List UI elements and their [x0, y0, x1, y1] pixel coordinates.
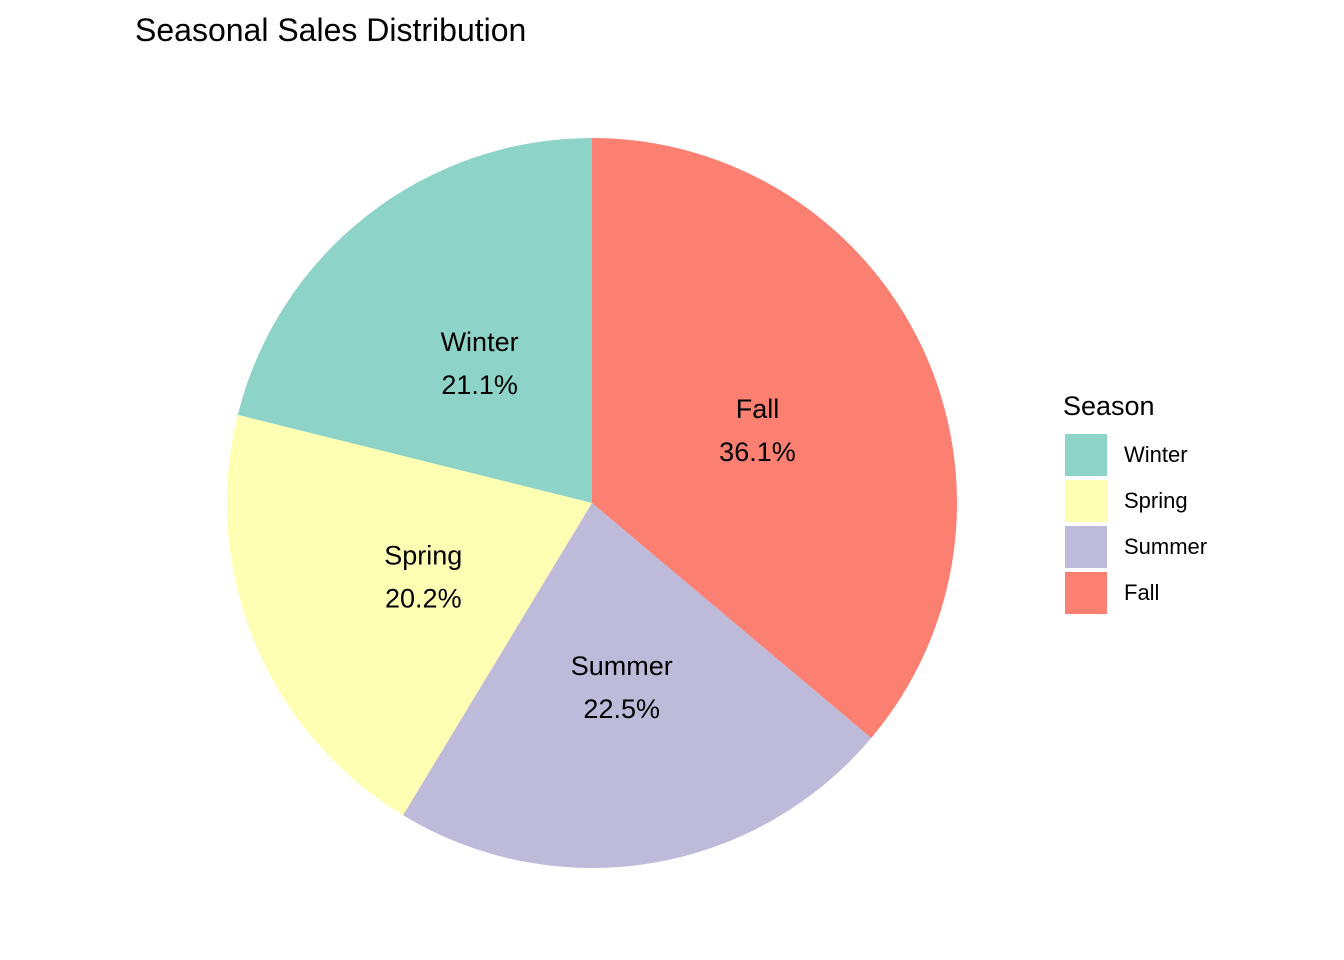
chart-title: Seasonal Sales Distribution [135, 12, 527, 48]
pie-slice-summer [403, 503, 872, 868]
pie-slice-fall [592, 138, 957, 739]
pie-labels: Winter 21.1% Spring 20.2% Summer 22.5% Fall 36.… [384, 327, 795, 724]
legend-swatch-winter [1065, 434, 1107, 476]
slice-percent-fall: 36.1% [719, 437, 796, 467]
legend-items: Winter Spring Summer Fall [1063, 432, 1207, 616]
pie-slice-spring [227, 414, 593, 816]
legend-title: Season [1063, 391, 1155, 421]
slice-label-summer: Summer [571, 651, 673, 681]
legend-item-spring: Spring [1063, 478, 1207, 524]
legend-label-spring: Spring [1124, 488, 1188, 513]
legend-swatch-summer [1065, 526, 1107, 568]
pie-slices [227, 138, 957, 868]
slice-label-winter: Winter [441, 327, 519, 357]
legend-label-fall: Fall [1124, 580, 1160, 605]
slice-percent-spring: 20.2% [385, 584, 462, 614]
slice-label-spring: Spring [384, 541, 462, 571]
legend-label-winter: Winter [1124, 442, 1188, 467]
legend-label-summer: Summer [1124, 534, 1208, 559]
pie-slice-winter [237, 138, 592, 503]
slice-percent-winter: 21.1% [441, 370, 518, 400]
legend-item-winter: Winter [1063, 432, 1207, 478]
legend-swatch-spring [1065, 480, 1107, 522]
slice-label-fall: Fall [736, 394, 780, 424]
legend-swatch-fall [1065, 572, 1107, 614]
legend-item-summer: Summer [1063, 524, 1207, 570]
slice-percent-summer: 22.5% [583, 694, 660, 724]
legend: Season Winter Spring Summer Fall [1063, 388, 1207, 616]
legend-item-fall: Fall [1063, 570, 1207, 616]
